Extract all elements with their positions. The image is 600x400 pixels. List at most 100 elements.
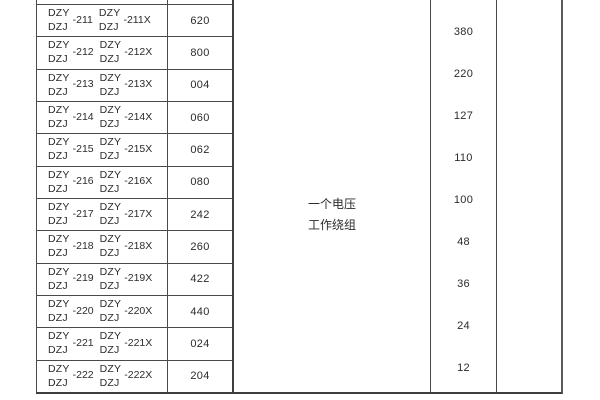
model-prefix-top: DZY: [48, 362, 70, 375]
winding-label: 一个电压 工作绕组: [234, 194, 430, 236]
model-prefix-bottom: DZJ: [48, 279, 68, 292]
model-cell: DZY DZJ -212 DZY DZJ -212X: [37, 37, 168, 69]
model-base-pair: DZY DZJ -222: [48, 362, 94, 389]
model-variant-suffix: -213X: [124, 78, 153, 91]
model-prefix-bottom: DZJ: [48, 21, 68, 34]
model-prefix-stack: DZY DZJ: [48, 137, 70, 162]
model-prefix-stack: DZY DZJ: [100, 234, 122, 259]
model-prefix-stack: DZY DZJ: [48, 202, 70, 227]
model-prefix-bottom: DZJ: [48, 215, 68, 228]
table-row: DZY DZJ -218 DZY DZJ -218X 260: [37, 231, 232, 264]
model-prefix-bottom: DZJ: [48, 85, 68, 98]
voltage-value: 100: [453, 194, 474, 206]
winding-column: 一个电压 工作绕组: [234, 0, 431, 392]
winding-label-line1: 一个电压: [307, 197, 356, 211]
model-base-suffix: -222: [72, 369, 94, 382]
model-prefix-top: DZY: [48, 168, 70, 181]
model-variant-pair: DZY DZJ -211X: [99, 8, 151, 33]
voltage-value: 220: [453, 68, 474, 80]
voltage-value: 110: [454, 152, 473, 164]
model-prefix-top: DZY: [99, 362, 122, 375]
model-base-pair: DZY DZJ -213: [48, 72, 94, 98]
model-prefix-bottom: DZJ: [48, 247, 68, 260]
model-prefix-stack: DZY DZJ: [48, 168, 70, 195]
model-prefix-stack: DZY DZJ: [99, 168, 122, 195]
model-prefix-top: DZY: [48, 298, 70, 311]
model-prefix-bottom: DZJ: [99, 118, 120, 131]
relay-spec-table: DZY DZJ -211 DZY DZJ -211X 620 DZY DZJ: [36, 0, 563, 394]
model-cell: DZY DZJ -219 DZY DZJ -219X: [37, 263, 168, 295]
model-variant-suffix: -221X: [124, 336, 153, 349]
model-prefix-top: DZY: [99, 168, 122, 181]
model-variant-pair: DZY DZJ -217X: [100, 202, 153, 227]
model-prefix-top: DZY: [99, 136, 122, 149]
model-cell: DZY DZJ -220 DZY DZJ -220X: [37, 295, 168, 328]
model-prefix-bottom: DZJ: [99, 247, 120, 260]
model-cell: DZY DZJ -216 DZY DZJ -216X: [37, 166, 168, 198]
model-variant-suffix: -216X: [124, 175, 153, 188]
model-cell: DZY DZJ -215 DZY DZJ -215X: [37, 134, 168, 166]
model-variant-suffix: -212X: [124, 45, 153, 58]
code-cell: 800: [190, 46, 210, 59]
model-variant-suffix: -222X: [124, 369, 153, 382]
model-cell: DZY DZJ -213 DZY DZJ -213X: [37, 69, 168, 101]
voltage-value: 127: [453, 110, 474, 122]
model-prefix-bottom: DZJ: [99, 344, 120, 357]
model-base-suffix: -219: [72, 272, 94, 285]
model-prefix-bottom: DZJ: [99, 215, 120, 228]
model-prefix-top: DZY: [48, 136, 70, 149]
model-base-pair: DZY DZJ -215: [48, 137, 94, 162]
model-base-suffix: -211: [72, 13, 93, 26]
code-cell: 440: [190, 305, 210, 318]
model-prefix-top: DZY: [48, 7, 70, 20]
model-variant-pair: DZY DZJ -221X: [100, 331, 153, 356]
model-prefix-top: DZY: [99, 201, 122, 214]
code-cell: 060: [190, 111, 210, 124]
model-base-suffix: -217: [72, 207, 94, 220]
model-variant-pair: DZY DZJ -219X: [99, 265, 153, 292]
code-cell: 242: [190, 208, 210, 221]
model-variant-pair: DZY DZJ -212X: [100, 40, 153, 65]
model-prefix-stack: DZY DZJ: [48, 8, 70, 33]
model-cell: DZY DZJ -221 DZY DZJ -221X: [37, 328, 168, 360]
model-variant-pair: DZY DZJ -215X: [100, 137, 153, 162]
table-row: DZY DZJ -220 DZY DZJ -220X 440: [37, 295, 232, 329]
model-variant-suffix: -215X: [124, 142, 153, 155]
model-prefix-bottom: DZJ: [99, 279, 120, 292]
model-prefix-stack: DZY DZJ: [48, 362, 70, 389]
table-row: DZY DZJ -216 DZY DZJ -216X 080: [37, 166, 232, 199]
model-base-suffix: -212: [72, 45, 94, 58]
empty-column: [497, 0, 561, 392]
model-variant-pair: DZY DZJ -213X: [100, 72, 153, 98]
model-prefix-stack: DZY DZJ: [100, 72, 122, 98]
model-prefix-stack: DZY DZJ: [48, 72, 70, 98]
code-cell: 024: [190, 337, 210, 350]
model-prefix-top: DZY: [99, 265, 122, 278]
model-prefix-stack: DZY DZJ: [99, 265, 122, 292]
model-prefix-top: DZY: [48, 39, 70, 52]
code-cell: 080: [190, 176, 210, 189]
model-prefix-stack: DZY DZJ: [99, 362, 122, 389]
model-cell: DZY DZJ -217 DZY DZJ -217X: [37, 198, 168, 231]
model-prefix-stack: DZY DZJ: [48, 266, 70, 292]
voltage-value: 24: [457, 320, 470, 332]
table-row: DZY DZJ -214 DZY DZJ -214X 060: [37, 101, 232, 135]
model-prefix-bottom: DZJ: [98, 21, 119, 34]
model-prefix-bottom: DZJ: [99, 53, 120, 66]
model-cell: DZY DZJ -214 DZY DZJ -214X: [37, 101, 168, 134]
cropped-model-cell: [37, 0, 168, 4]
model-prefix-bottom: DZJ: [48, 182, 68, 195]
table-row: DZY DZJ -219 DZY DZJ -219X 422: [37, 263, 232, 296]
model-base-pair: DZY DZJ -220: [48, 299, 94, 324]
winding-label-line2: 工作绕组: [307, 218, 356, 232]
table-row: DZY DZJ -221 DZY DZJ -221X 024: [37, 328, 232, 361]
voltage-value: 380: [453, 26, 474, 38]
model-base-suffix: -218: [72, 239, 94, 252]
model-variant-pair: DZY DZJ -218X: [100, 234, 153, 259]
table-row: DZY DZJ -222 DZY DZJ -222X 204: [37, 360, 232, 392]
model-variant-suffix: -214X: [124, 110, 153, 123]
model-prefix-top: DZY: [99, 39, 122, 52]
voltage-value: 48: [457, 236, 470, 248]
model-base-pair: DZY DZJ -214: [48, 105, 94, 130]
model-base-pair: DZY DZJ -217: [48, 202, 94, 227]
